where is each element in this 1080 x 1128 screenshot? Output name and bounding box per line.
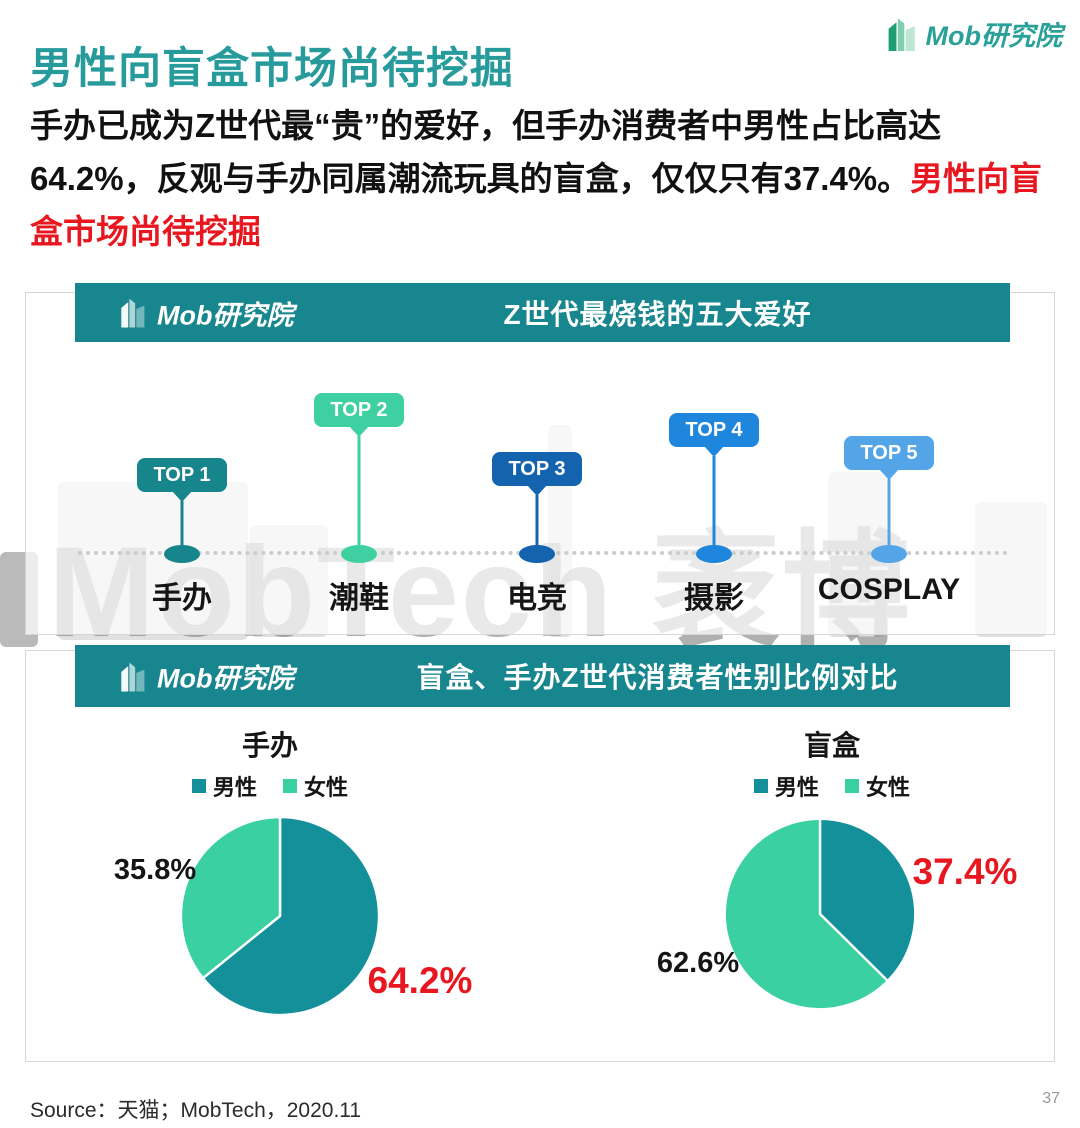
rank-flag-pointer: [527, 485, 547, 496]
pie-slice-male: [818, 817, 917, 983]
intro-paragraph: 手办已成为Z世代最“贵”的爱好，但手办消费者中男性占比高达64.2%，反观与手办…: [30, 100, 1054, 258]
rank-dot: [341, 545, 377, 563]
panel-top5-title: Z世代最烧钱的五大爱好: [503, 298, 812, 330]
rank-dot: [871, 545, 907, 563]
panel-gender-header: Mob研究院 盲盒、手办Z世代消费者性别比例对比: [75, 645, 1010, 707]
male-share-label-highlight: 64.2%: [367, 960, 473, 1001]
mob-building-icon: [121, 298, 145, 328]
panel-gender-title: 盲盒、手办Z世代消费者性别比例对比: [416, 662, 899, 693]
pie-title-shouban: 手办: [241, 730, 298, 761]
male-share-label-highlight: 37.4%: [912, 851, 1018, 892]
rank-flag: TOP 2: [314, 393, 404, 427]
legend-label-male: 男性: [212, 775, 257, 800]
source-note: Source：天猫；MobTech，2020.11: [30, 1099, 362, 1122]
legend-label-female: 女性: [866, 775, 911, 800]
rank-dot: [164, 545, 200, 563]
rank-flag-pointer: [172, 491, 192, 502]
pie-slice-male: [201, 815, 381, 1017]
male-color-swatch: [191, 779, 206, 793]
mob-building-icon: [121, 662, 145, 691]
page-number: 37: [1042, 1090, 1060, 1107]
rank-stem: [887, 479, 891, 558]
pie-chart-shouban: [176, 812, 384, 1020]
legend-label-female: 女性: [304, 775, 349, 800]
male-color-swatch: [753, 779, 768, 793]
rank-flag: TOP 4: [669, 413, 759, 447]
panel-logo: Mob研究院: [119, 657, 293, 696]
rank-stem: [712, 456, 716, 558]
panel-logo-text: Mob研究院: [157, 300, 294, 330]
rank-dot: [519, 545, 555, 563]
top5-item: TOP 2 潮鞋: [274, 390, 444, 620]
hobby-label: 潮鞋: [329, 582, 389, 615]
rank-flag: TOP 3: [492, 452, 582, 486]
rank-flag: TOP 5: [844, 436, 934, 470]
female-share-label: 35.8%: [113, 854, 197, 886]
legend-item-male: 男性: [753, 770, 819, 802]
hobby-label: 手办: [152, 582, 212, 615]
pie-svg: [179, 815, 381, 1017]
rank-stem: [535, 495, 539, 558]
pie-slice-female: [179, 815, 282, 980]
hobby-label: 摄影: [684, 582, 744, 615]
pie-title-manghe: 盲盒: [803, 730, 860, 761]
intro-text-black: 手办已成为Z世代最“贵”的爱好，但手办消费者中男性占比高达64.2%，反观与手办…: [30, 107, 942, 197]
rank-flag-pointer: [704, 446, 724, 457]
hobby-label: COSPLAY: [817, 573, 961, 606]
panel-logo: Mob研究院: [119, 293, 293, 332]
legend-label-male: 男性: [774, 775, 819, 800]
top5-item: TOP 4 摄影: [629, 390, 799, 620]
rank-dot: [696, 545, 732, 563]
female-share-label: 62.6%: [656, 947, 740, 979]
legend-manghe: 男性 女性: [712, 770, 952, 802]
top5-item: TOP 5 COSPLAY: [804, 390, 974, 620]
panel-top5-header: Mob研究院 Z世代最烧钱的五大爱好: [75, 283, 1010, 342]
legend-item-female: 女性: [845, 770, 910, 802]
rank-stem: [357, 436, 361, 558]
rank-flag-pointer: [349, 426, 369, 437]
legend-item-male: 男性: [191, 770, 257, 802]
brand-logo: Mob研究院: [886, 14, 1062, 53]
top5-item: TOP 3 电竞: [452, 390, 622, 620]
intro-text-red: 男性向盲盒市场尚待挖掘: [30, 159, 1043, 250]
mob-building-icon: [888, 17, 915, 51]
female-color-swatch: [283, 779, 297, 793]
rank-flag-pointer: [879, 469, 899, 480]
top5-item: TOP 1 手办: [97, 390, 267, 620]
rank-flag: TOP 1: [137, 458, 227, 492]
page-title: 男性向盲盒市场尚待挖掘: [30, 45, 514, 93]
legend-item-female: 女性: [283, 770, 348, 802]
pie-slice-female: [723, 817, 889, 1011]
legend-shouban: 男性 女性: [150, 770, 390, 802]
pie-chart-manghe: [720, 814, 920, 1014]
pie-svg: [723, 817, 917, 1011]
brand-logo-text: Mob研究院: [925, 21, 1062, 51]
hobby-label: 电竞: [507, 582, 567, 615]
female-color-swatch: [845, 779, 859, 793]
rank-stem: [180, 501, 184, 558]
panel-logo-text: Mob研究院: [157, 663, 294, 694]
